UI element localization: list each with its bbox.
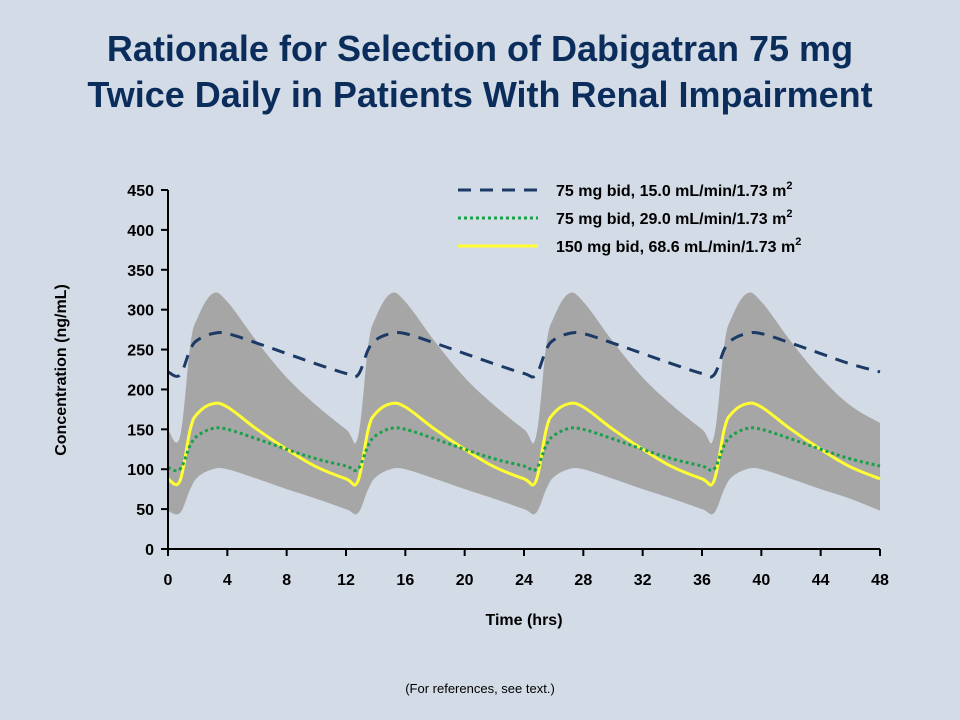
x-tick-label: 40 — [752, 572, 770, 589]
y-tick-label: 0 — [145, 542, 154, 559]
y-tick-label: 150 — [127, 422, 154, 439]
y-tick-label: 250 — [127, 343, 154, 360]
legend: 75 mg bid, 15.0 mL/min/1.73 m2 75 mg bid,… — [458, 180, 801, 256]
slide-title: Rationale for Selection of Dabigatran 75… — [0, 26, 960, 118]
series-line-75mg-29ml — [167, 426, 881, 473]
y-tick-label: 50 — [136, 502, 154, 519]
x-tick-label: 32 — [634, 572, 652, 589]
x-tick-label: 0 — [164, 572, 173, 589]
y-tick-label: 350 — [127, 263, 154, 280]
slide-title-line-2: Twice Daily in Patients With Renal Impai… — [87, 74, 873, 115]
y-tick-label: 200 — [127, 382, 154, 399]
y-tick-label: 400 — [127, 223, 154, 240]
x-tick-label: 4 — [223, 572, 232, 589]
x-tick-label: 12 — [337, 572, 355, 589]
legend-item-75mg-29ml: 75 mg bid, 29.0 mL/min/1.73 m2 — [458, 208, 792, 228]
y-tick-label: 300 — [127, 303, 154, 320]
legend-item-150mg-68ml: 150 mg bid, 68.6 mL/min/1.73 m2 — [458, 236, 801, 256]
prediction-interval-band — [168, 292, 880, 515]
series-line-75mg-15ml — [167, 331, 881, 379]
x-tick-label: 24 — [515, 572, 533, 589]
y-tick-label: 450 — [127, 183, 154, 200]
y-tick-label: 100 — [127, 462, 154, 479]
y-axis-label: Concentration (ng/mL) — [53, 284, 70, 456]
x-tick-label: 44 — [812, 572, 830, 589]
series-line-150mg-68ml — [167, 401, 881, 487]
x-tick-label: 20 — [456, 572, 474, 589]
x-tick-label: 8 — [282, 572, 291, 589]
x-tick-label: 16 — [396, 572, 414, 589]
legend-label: 150 mg bid, 68.6 mL/min/1.73 m2 — [556, 236, 801, 256]
x-tick-label: 36 — [693, 572, 711, 589]
footnote: (For references, see text.) — [405, 681, 555, 696]
legend-label: 75 mg bid, 15.0 mL/min/1.73 m2 — [556, 180, 792, 200]
x-tick-label: 48 — [871, 572, 889, 589]
x-axis-label: Time (hrs) — [485, 612, 562, 629]
slide-title-line-1: Rationale for Selection of Dabigatran 75… — [106, 28, 854, 69]
x-tick-label: 28 — [574, 572, 592, 589]
legend-label: 75 mg bid, 29.0 mL/min/1.73 m2 — [556, 208, 792, 228]
legend-item-75mg-15ml: 75 mg bid, 15.0 mL/min/1.73 m2 — [458, 180, 792, 200]
